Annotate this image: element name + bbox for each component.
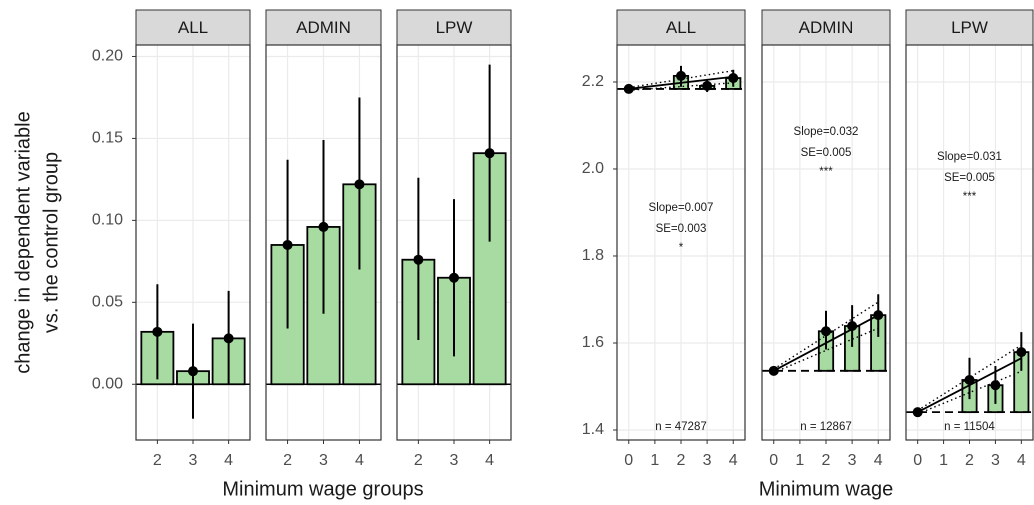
panel-border (761, 44, 891, 441)
x-tick-label: 4 (1017, 452, 1026, 469)
point (152, 326, 163, 337)
stars-annotation: *** (963, 191, 977, 203)
facet-strip (905, 9, 1034, 46)
point (728, 73, 739, 84)
x-tick-label: 2 (965, 452, 974, 469)
point (188, 366, 198, 377)
x-tick-label: 0 (624, 452, 633, 469)
x-tick-label: 2 (153, 452, 162, 469)
point (847, 321, 858, 332)
stars-annotation: *** (819, 166, 833, 178)
point (223, 333, 234, 344)
panel-border (265, 44, 382, 441)
y-axis-title: change in dependent variable (12, 111, 34, 373)
n-annotation: n = 12867 (800, 421, 851, 433)
panel-border (135, 44, 251, 441)
x-tick-label: 3 (703, 452, 712, 469)
panel-border (905, 44, 1034, 441)
y-tick-label: 1.6 (582, 334, 604, 351)
x-tick-label: 2 (283, 452, 292, 469)
x-tick-label: 1 (939, 452, 948, 469)
y-tick-label: 1.8 (582, 247, 604, 264)
point (282, 239, 293, 250)
facet: LPW 0 1 2 3 4 Slope=0.031 SE=0.005 *** n = 11504 (905, 9, 1034, 469)
se-annotation: SE=0.005 (801, 147, 852, 159)
x-tick-label: 0 (913, 452, 922, 469)
facet: ADMIN 0 1 2 3 4 Slope=0.032 SE=0.005 *** n = 1286… (761, 9, 891, 469)
fit-ci-line (773, 327, 879, 374)
point (821, 326, 831, 337)
se-annotation: SE=0.005 (944, 172, 995, 184)
x-tick-label: 3 (450, 452, 459, 469)
x-tick-label: 2 (822, 452, 831, 469)
facet-title: ALL (666, 18, 696, 37)
facet: ALL 0 1 2 3 4 Slope=0.007 SE=0.003 * n = 47287 (616, 9, 746, 469)
y-tick-label: 0.00 (92, 375, 123, 392)
x-tick-label: 3 (991, 452, 1000, 469)
x-axis-title: Minimum wage (759, 478, 893, 500)
facet: ADMIN 2 3 4 (265, 9, 382, 469)
x-tick-label: 2 (414, 452, 423, 469)
point (1016, 347, 1027, 358)
y-tick-label: 0.20 (92, 48, 123, 65)
facet-title: ADMIN (296, 18, 351, 37)
point (702, 80, 713, 91)
x-tick-label: 1 (650, 452, 659, 469)
x-tick-label: 4 (874, 452, 883, 469)
x-tick-label: 1 (795, 452, 804, 469)
n-annotation: n = 47287 (655, 421, 706, 433)
x-tick-label: 4 (355, 452, 364, 469)
y-tick-label: 0.15 (92, 130, 123, 147)
facet-strip (396, 9, 512, 46)
y-tick-label: 0.10 (92, 212, 123, 229)
x-tick-label: 4 (485, 452, 494, 469)
point (990, 380, 1001, 391)
slope-annotation: Slope=0.031 (937, 151, 1002, 163)
facet-strip (761, 9, 891, 46)
slope-annotation: Slope=0.032 (794, 126, 859, 138)
point (354, 179, 365, 190)
point (623, 83, 634, 94)
y-tick-label: 2.2 (582, 73, 604, 90)
y-tick-label: 1.4 (582, 421, 604, 438)
panel-border (616, 44, 746, 441)
point (912, 407, 923, 418)
x-tick-label: 3 (319, 452, 328, 469)
point (413, 254, 424, 265)
facet-title: LPW (951, 18, 988, 37)
point (873, 310, 884, 321)
y-axis-title: vs. the control group (40, 152, 62, 333)
x-tick-label: 2 (677, 452, 686, 469)
facet: LPW 2 3 4 (396, 9, 512, 469)
se-annotation: SE=0.003 (656, 223, 707, 235)
point (964, 374, 975, 385)
facet-title: ADMIN (799, 18, 854, 37)
fit-ci-line (917, 370, 1022, 415)
point (768, 365, 779, 376)
y-tick-label: 0.05 (92, 294, 123, 311)
n-annotation: n = 11504 (944, 421, 995, 433)
y-tick-label: 2.0 (582, 160, 604, 177)
facet: ALL 2 3 4 (135, 9, 251, 469)
x-tick-label: 4 (729, 452, 738, 469)
facet-title: LPW (436, 18, 473, 37)
x-tick-label: 4 (224, 452, 233, 469)
point (318, 221, 329, 232)
facet-title: ALL (178, 18, 208, 37)
x-tick-label: 3 (189, 452, 198, 469)
point (676, 70, 686, 81)
x-axis-title: Minimum wage groups (222, 478, 423, 500)
x-tick-label: 0 (769, 452, 778, 469)
slope-annotation: Slope=0.007 (649, 202, 714, 214)
panel-border (396, 44, 512, 441)
facet-strip (616, 9, 746, 46)
point (449, 272, 459, 283)
x-tick-label: 3 (848, 452, 857, 469)
point (484, 148, 495, 159)
stars-annotation: * (679, 242, 684, 254)
facet-strip (135, 9, 251, 46)
